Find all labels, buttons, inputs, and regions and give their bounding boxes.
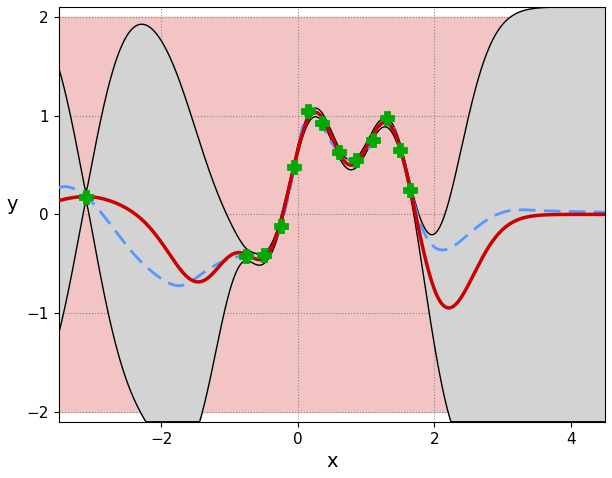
Y-axis label: y: y xyxy=(7,196,18,214)
X-axis label: x: x xyxy=(326,452,338,471)
